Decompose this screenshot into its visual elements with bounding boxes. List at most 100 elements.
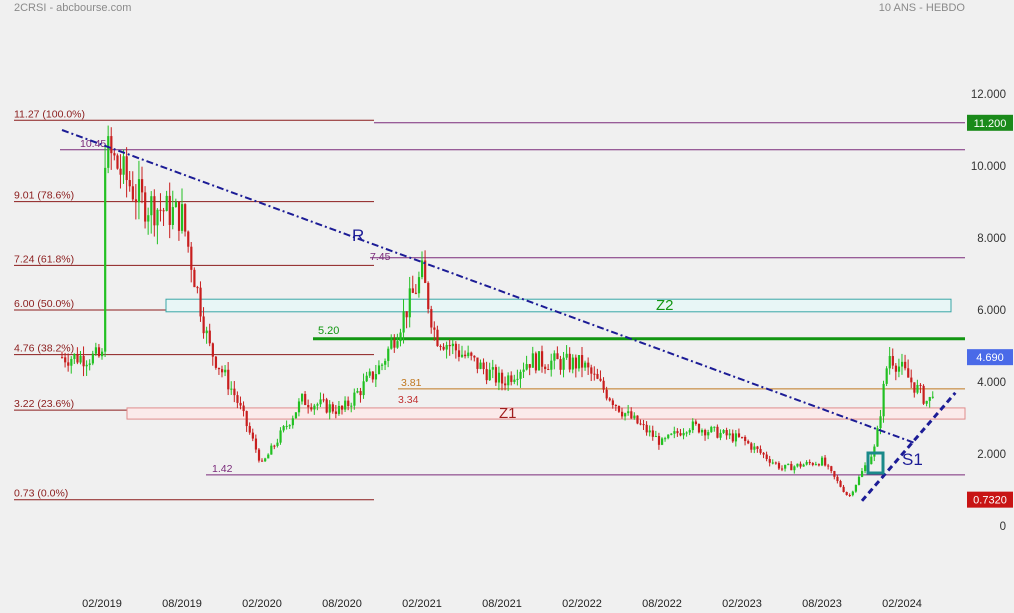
candle-body-170 — [584, 362, 587, 368]
trendline-s1 — [860, 391, 957, 502]
candle-body-132 — [467, 352, 470, 357]
y-tick-2: 8.000 — [977, 233, 1006, 245]
trendline-r-label: R — [352, 226, 364, 245]
x-tick-7: 08/2022 — [642, 598, 682, 610]
candle-body-208 — [700, 429, 704, 433]
candle-body-251 — [833, 471, 836, 477]
candle-body-282 — [928, 397, 931, 401]
candle-body-11 — [94, 347, 98, 354]
candle-body-59 — [242, 405, 245, 412]
candle-body-173 — [593, 373, 596, 375]
candle-body-99 — [365, 375, 368, 382]
candle-body-224 — [750, 443, 753, 450]
candle-body-222 — [744, 436, 747, 442]
candle-body-238 — [793, 466, 796, 471]
candle-body-216 — [725, 430, 728, 436]
candle-body-277 — [913, 382, 916, 393]
candle-body-43 — [193, 269, 196, 288]
candle-body-30 — [153, 196, 156, 226]
candle-body-2 — [67, 362, 70, 366]
candle-body-205 — [691, 421, 694, 431]
candle-body-56 — [233, 388, 236, 396]
candle-body-146 — [510, 375, 513, 382]
candle-body-149 — [519, 371, 522, 379]
candle-body-8 — [85, 364, 88, 367]
candle-body-246 — [817, 464, 821, 466]
candle-body-243 — [808, 461, 811, 464]
price-badge-0 — [967, 114, 1013, 131]
support-label-1: 3.34 — [398, 394, 419, 406]
candle-body-280 — [922, 385, 925, 404]
trendline-r — [61, 129, 916, 445]
candle-body-144 — [504, 383, 507, 386]
candle-body-183 — [624, 413, 627, 417]
candle-body-86 — [325, 399, 328, 413]
candle-body-79 — [304, 393, 307, 405]
candle-body-234 — [780, 468, 784, 470]
candle-body-71 — [279, 430, 282, 443]
candle-body-117 — [420, 260, 424, 278]
candle-body-90 — [337, 405, 341, 414]
candle-body-275 — [907, 368, 910, 378]
candle-body-40 — [184, 204, 187, 232]
x-tick-2: 02/2020 — [242, 598, 282, 610]
candle-body-180 — [614, 405, 618, 407]
candle-body-7 — [82, 355, 85, 367]
candle-body-126 — [448, 345, 451, 347]
candle-body-162 — [559, 359, 562, 370]
candle-body-22 — [128, 180, 131, 187]
candle-body-193 — [654, 436, 658, 438]
candle-body-4 — [73, 353, 76, 359]
candle-body-148 — [516, 378, 519, 380]
candle-body-121 — [433, 327, 436, 330]
candle-body-130 — [460, 354, 464, 357]
candle-body-64 — [257, 449, 261, 461]
candle-body-80 — [307, 404, 310, 408]
candle-body-33 — [162, 210, 165, 212]
candle-body-182 — [620, 411, 624, 417]
candle-body-52 — [220, 369, 224, 373]
candle-body-220 — [737, 433, 741, 437]
candle-body-106 — [387, 348, 390, 361]
price-badge-label-2: 0.7320 — [973, 495, 1007, 507]
y-tick-1: 10.000 — [971, 161, 1006, 173]
candle-body-187 — [636, 415, 639, 424]
candle-body-156 — [540, 351, 544, 367]
candle-body-104 — [380, 364, 384, 366]
candle-body-265 — [876, 428, 879, 447]
candle-body-54 — [227, 369, 230, 390]
candle-body-279 — [919, 384, 922, 386]
candle-body-37 — [174, 201, 178, 208]
candle-body-129 — [457, 350, 461, 357]
candle-body-124 — [442, 346, 445, 350]
candle-body-278 — [916, 384, 919, 393]
candle-body-241 — [802, 464, 805, 467]
candle-body-67 — [267, 454, 270, 459]
candle-body-213 — [716, 426, 719, 438]
candle-body-272 — [897, 366, 901, 372]
candle-body-270 — [891, 356, 894, 366]
candle-body-244 — [811, 463, 814, 465]
candle-body-34 — [165, 195, 168, 211]
candle-body-105 — [384, 360, 387, 365]
candle-body-73 — [285, 425, 288, 427]
candle-body-150 — [522, 369, 525, 372]
level-label-2: 1.42 — [212, 463, 233, 475]
candle-body-36 — [171, 207, 174, 225]
candle-body-177 — [605, 389, 608, 399]
candle-body-204 — [688, 430, 691, 433]
candle-body-179 — [611, 400, 614, 406]
fib-label-0: 11.27 (100.0%) — [14, 108, 85, 120]
candle-body-96 — [356, 391, 359, 393]
resistance-label: 5.20 — [318, 325, 339, 337]
candle-body-200 — [676, 431, 679, 434]
candle-body-44 — [196, 287, 199, 289]
candle-body-85 — [322, 399, 325, 401]
candle-body-225 — [753, 446, 756, 450]
candle-body-159 — [550, 360, 553, 370]
candle-body-230 — [768, 459, 771, 463]
candle-body-46 — [202, 316, 205, 334]
candle-body-210 — [707, 432, 710, 436]
candle-body-74 — [288, 425, 291, 427]
